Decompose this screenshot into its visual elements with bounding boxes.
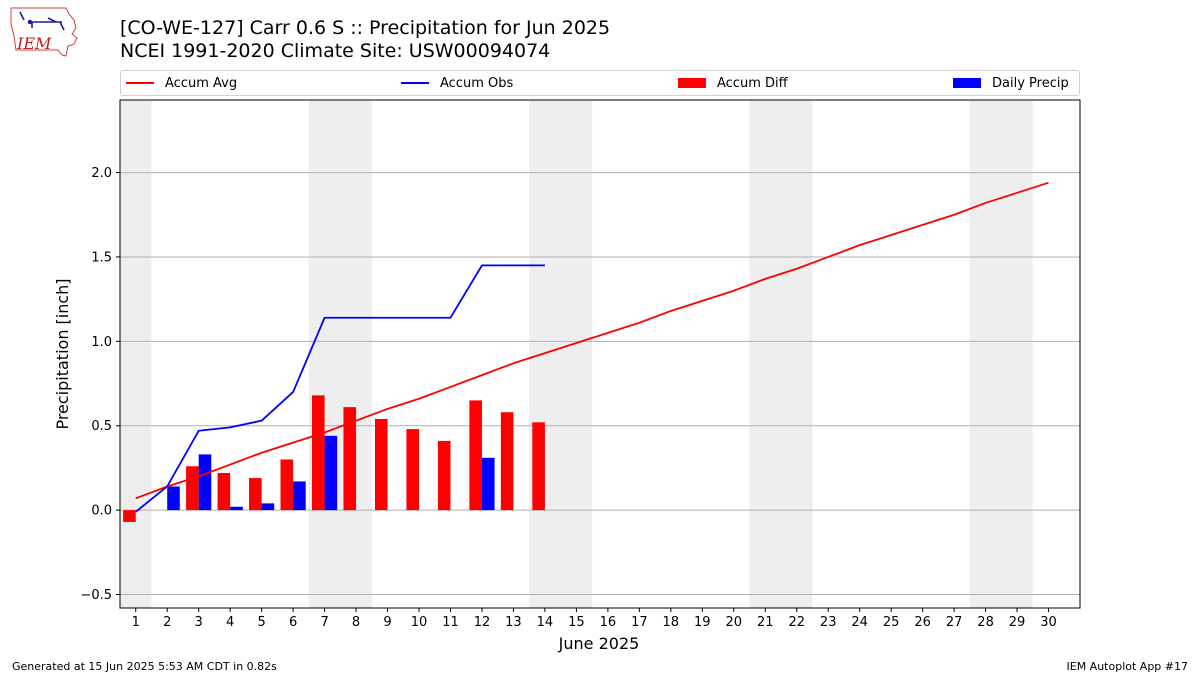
y-gridlines bbox=[120, 172, 1080, 595]
legend-label-accum-diff: Accum Diff bbox=[717, 75, 788, 91]
legend-item-accum-avg: Accum Avg bbox=[126, 71, 237, 95]
weather-station-icon bbox=[19, 11, 65, 31]
x-tick-label: 16 bbox=[600, 615, 617, 630]
x-axis-label: June 2025 bbox=[558, 634, 640, 653]
plot-area-frame bbox=[119, 99, 1081, 609]
daily-precip-bar-day-5 bbox=[261, 503, 275, 511]
x-tick-label: 26 bbox=[914, 615, 931, 630]
x-tick-label: 4 bbox=[226, 615, 234, 630]
x-tick-label: 3 bbox=[195, 615, 203, 630]
app-credit: IEM Autoplot App #17 bbox=[1066, 660, 1189, 673]
accum-diff-bar-day-9 bbox=[374, 418, 388, 511]
weekend-shade-5 bbox=[969, 100, 1033, 608]
weekend-shade-3 bbox=[529, 100, 593, 608]
weekend-shade-1 bbox=[120, 100, 152, 608]
x-tick-label: 10 bbox=[411, 615, 428, 630]
x-tick-label: 30 bbox=[1040, 615, 1057, 630]
y-tick-label: −0.5 bbox=[80, 588, 112, 603]
iem-logo: IEM bbox=[10, 7, 78, 57]
x-tick-label: 6 bbox=[289, 615, 297, 630]
legend-label-accum-obs: Accum Obs bbox=[440, 75, 514, 91]
y-tick-label: 0.0 bbox=[91, 504, 112, 519]
y-axis-label: Precipitation [inch] bbox=[53, 278, 72, 429]
legend-item-daily-precip: Daily Precip bbox=[953, 71, 1069, 95]
x-tick-label: 22 bbox=[788, 615, 805, 630]
daily-precip-bar-day-3 bbox=[198, 454, 212, 511]
weekend-shading bbox=[120, 100, 1033, 608]
accum-diff-bar-day-12 bbox=[469, 400, 482, 511]
x-tick-label: 14 bbox=[537, 615, 554, 630]
generated-timestamp: Generated at 15 Jun 2025 5:53 AM CDT in … bbox=[12, 660, 277, 673]
chart-legend: Accum Avg Accum Obs Accum Diff Daily Pre… bbox=[120, 70, 1080, 96]
x-tick-label: 1 bbox=[132, 615, 140, 630]
accum-diff-bar-day-10 bbox=[406, 429, 420, 511]
x-tick-label: 19 bbox=[694, 615, 711, 630]
accum-diff-bar-day-3 bbox=[186, 466, 199, 511]
daily-precip-bar-day-7 bbox=[324, 435, 338, 511]
daily-precip-bar-day-6 bbox=[293, 481, 306, 511]
x-tick-label: 15 bbox=[568, 615, 585, 630]
legend-swatch-accum-obs bbox=[401, 82, 429, 84]
daily-precip-bar-day-4 bbox=[230, 506, 243, 511]
accum-diff-bar-day-6 bbox=[280, 459, 294, 511]
x-tick-label: 12 bbox=[474, 615, 491, 630]
weekend-shade-2 bbox=[308, 100, 372, 608]
accum-diff-bar-day-5 bbox=[249, 478, 262, 511]
y-tick-label: 1.0 bbox=[91, 335, 112, 350]
accum-diff-bar-day-14 bbox=[532, 422, 545, 511]
legend-swatch-accum-avg bbox=[126, 82, 154, 84]
x-tick-label: 29 bbox=[1009, 615, 1026, 630]
x-tick-label: 8 bbox=[352, 615, 360, 630]
x-tick-label: 27 bbox=[946, 615, 963, 630]
accum-diff-bar-day-4 bbox=[217, 472, 231, 511]
x-tick-label: 20 bbox=[725, 615, 742, 630]
x-tick-label: 7 bbox=[320, 615, 328, 630]
chart-title-line1: [CO-WE-127] Carr 0.6 S :: Precipitation … bbox=[120, 17, 611, 39]
legend-swatch-daily-precip bbox=[953, 78, 981, 88]
logo-text: IEM bbox=[16, 34, 52, 53]
legend-item-accum-diff: Accum Diff bbox=[678, 71, 788, 95]
y-tick-label: 1.5 bbox=[91, 250, 112, 265]
legend-label-accum-avg: Accum Avg bbox=[165, 75, 238, 91]
legend-swatch-accum-diff bbox=[678, 78, 706, 88]
x-tick-label: 23 bbox=[820, 615, 837, 630]
x-tick-label: 17 bbox=[631, 615, 648, 630]
accum-diff-bar-day-11 bbox=[437, 440, 451, 511]
accum-avg-line bbox=[135, 181, 1049, 500]
y-tick-label: 0.5 bbox=[91, 419, 112, 434]
x-tick-label: 2 bbox=[163, 615, 171, 630]
iowa-outline-icon bbox=[10, 7, 78, 57]
x-tick-label: 11 bbox=[442, 615, 459, 630]
daily-precip-bar-day-2 bbox=[167, 486, 180, 511]
x-tick-label: 18 bbox=[663, 615, 680, 630]
x-tick-label: 9 bbox=[383, 615, 391, 630]
daily-precip-bar-day-12 bbox=[481, 457, 495, 511]
chart-title-line2: NCEI 1991-2020 Climate Site: USW00094074 bbox=[120, 40, 551, 62]
legend-item-accum-obs: Accum Obs bbox=[401, 71, 513, 95]
x-tick-label: 24 bbox=[851, 615, 868, 630]
accum-diff-bar-day-8 bbox=[343, 407, 357, 511]
x-tick-label: 21 bbox=[757, 615, 774, 630]
accum-diff-bar-day-1 bbox=[123, 510, 136, 522]
y-axis-ticks: −0.5 0.0 0.5 1.0 1.5 2.0 bbox=[80, 166, 120, 603]
lines bbox=[135, 181, 1049, 513]
weekend-shade-4 bbox=[749, 100, 813, 608]
x-tick-label: 5 bbox=[257, 615, 265, 630]
x-tick-label: 13 bbox=[505, 615, 522, 630]
y-tick-label: 2.0 bbox=[91, 166, 112, 181]
x-tick-label: 28 bbox=[977, 615, 994, 630]
accum-diff-bar-day-13 bbox=[500, 412, 514, 511]
legend-label-daily-precip: Daily Precip bbox=[992, 75, 1069, 91]
accum-diff-bar-day-7 bbox=[312, 395, 325, 511]
x-axis-ticks: 1 2 3 4 5 6 7 8 9 10 11 12 13 14 15 16 17 18 19 20 21 22 23 24 2… bbox=[132, 608, 1057, 630]
x-tick-label: 25 bbox=[883, 615, 900, 630]
accum-obs-line bbox=[135, 264, 545, 513]
